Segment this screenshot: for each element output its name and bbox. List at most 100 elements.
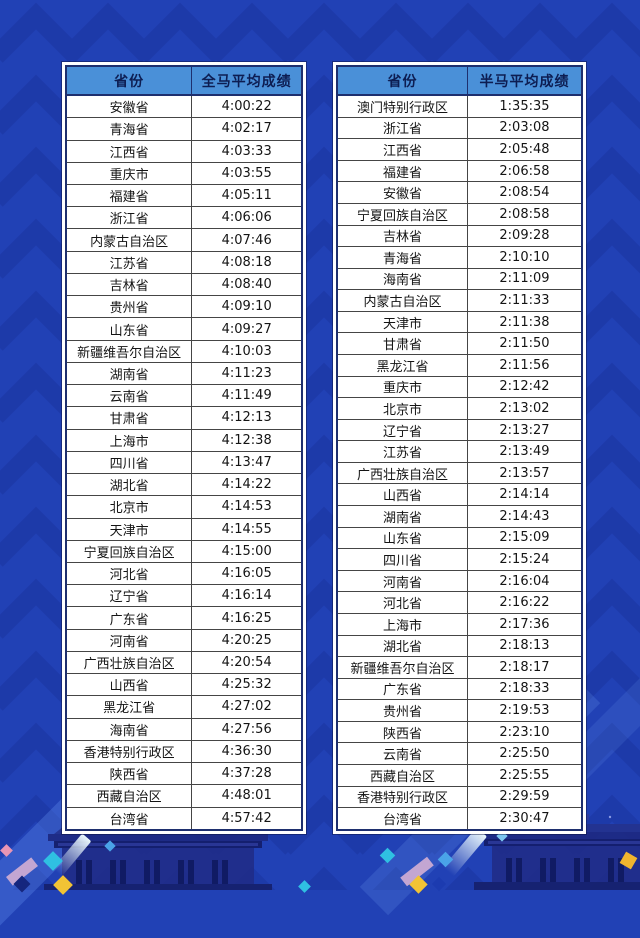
table-cell: 2:13:57 xyxy=(466,461,583,485)
table-cell: 2:14:14 xyxy=(466,483,583,507)
table-cell: 2:13:49 xyxy=(466,440,583,463)
table-row: 新疆维吾尔自治区 2:18:17 xyxy=(336,656,583,679)
table-cell: 2:15:09 xyxy=(466,526,583,550)
table-cell: 天津市 xyxy=(336,310,468,334)
table-cell: 湖南省 xyxy=(336,505,468,528)
table-cell: 江苏省 xyxy=(65,250,193,274)
table-cell: 青海省 xyxy=(65,117,193,141)
table-cell: 2:16:04 xyxy=(466,569,583,593)
table-cell: 福建省 xyxy=(336,159,468,183)
table-row: 海南省 4:27:56 xyxy=(65,717,303,741)
table-cell: 4:08:40 xyxy=(191,272,303,297)
table-cell: 新疆维吾尔自治区 xyxy=(65,339,193,363)
table-row: 辽宁省 4:16:14 xyxy=(65,584,303,608)
table-cell: 宁夏回族自治区 xyxy=(65,539,193,563)
table-cell: 2:18:13 xyxy=(466,634,583,658)
table-cell: 4:00:22 xyxy=(191,94,303,119)
table-row: 吉林省 2:09:28 xyxy=(336,224,583,248)
table-cell: 海南省 xyxy=(65,717,193,741)
table-cell: 4:16:05 xyxy=(191,561,303,586)
table-row: 山东省 2:15:09 xyxy=(336,526,583,550)
table-row: 上海市 4:12:38 xyxy=(65,428,303,452)
table-row: 四川省 4:13:47 xyxy=(65,450,303,475)
table-cell: 4:10:03 xyxy=(191,339,303,363)
table-cell: 广东省 xyxy=(336,677,468,701)
table-cell: 甘肃省 xyxy=(65,406,193,430)
table-cell: 2:12:42 xyxy=(466,375,583,399)
table-header-row: 省份 半马平均成绩 xyxy=(336,65,583,96)
table-cell: 2:16:22 xyxy=(466,591,583,614)
table-row: 湖南省 2:14:43 xyxy=(336,505,583,528)
table-cell: 4:09:27 xyxy=(191,317,303,341)
table-cell: 广西壮族自治区 xyxy=(336,461,468,485)
table-row: 宁夏回族自治区 2:08:58 xyxy=(336,202,583,226)
table-cell: 2:17:36 xyxy=(466,612,583,636)
table-row: 湖北省 2:18:13 xyxy=(336,634,583,658)
table-row: 河北省 4:16:05 xyxy=(65,561,303,586)
table-row: 山西省 4:25:32 xyxy=(65,673,303,697)
table-cell: 吉林省 xyxy=(65,272,193,297)
table-cell: 四川省 xyxy=(336,548,468,571)
table-cell: 2:11:09 xyxy=(466,267,583,291)
table-row: 台湾省 2:30:47 xyxy=(336,807,583,831)
table-cell: 4:06:06 xyxy=(191,206,303,230)
table-cell: 陕西省 xyxy=(65,762,193,786)
table-cell: 4:16:14 xyxy=(191,584,303,608)
table-cell: 2:06:58 xyxy=(466,159,583,183)
table-cell: 甘肃省 xyxy=(336,332,468,355)
table-cell: 2:25:50 xyxy=(466,742,583,765)
table-cell: 4:25:32 xyxy=(191,673,303,697)
table-cell: 北京市 xyxy=(336,397,468,420)
table-cell: 河北省 xyxy=(65,561,193,586)
table-row: 重庆市 4:03:55 xyxy=(65,161,303,185)
table-row: 广东省 4:16:25 xyxy=(65,606,303,630)
table-cell: 台湾省 xyxy=(336,807,468,831)
table-cell: 宁夏回族自治区 xyxy=(336,202,468,226)
table-cell: 4:03:33 xyxy=(191,139,303,163)
table-cell: 4:16:25 xyxy=(191,606,303,630)
table-cell: 2:08:54 xyxy=(466,181,583,204)
table-cell: 河南省 xyxy=(65,628,193,652)
table-header-row: 省份 全马平均成绩 xyxy=(65,65,303,96)
table-cell: 4:12:13 xyxy=(191,406,303,430)
table-row: 安徽省 2:08:54 xyxy=(336,181,583,204)
table-cell: 江苏省 xyxy=(336,440,468,463)
table-cell: 重庆市 xyxy=(65,161,193,185)
table-row: 黑龙江省 2:11:56 xyxy=(336,353,583,377)
table-row: 上海市 2:17:36 xyxy=(336,612,583,636)
table-cell: 新疆维吾尔自治区 xyxy=(336,656,468,679)
table-cell: 2:09:28 xyxy=(466,224,583,248)
table-row: 青海省 2:10:10 xyxy=(336,246,583,269)
table-row: 江西省 4:03:33 xyxy=(65,139,303,163)
table-cell: 4:11:23 xyxy=(191,361,303,386)
table-row: 陕西省 4:37:28 xyxy=(65,762,303,786)
table-row: 广东省 2:18:33 xyxy=(336,677,583,701)
table-cell: 云南省 xyxy=(65,384,193,408)
table-cell: 河南省 xyxy=(336,569,468,593)
table-cell: 内蒙古自治区 xyxy=(336,289,468,312)
table-cell: 澳门特别行政区 xyxy=(336,94,468,118)
table-cell: 山东省 xyxy=(336,526,468,550)
table-cell: 2:03:08 xyxy=(466,116,583,140)
table-row: 青海省 4:02:17 xyxy=(65,117,303,141)
table-cell: 4:20:25 xyxy=(191,628,303,652)
table-cell: 黑龙江省 xyxy=(65,695,193,719)
table-row: 陕西省 2:23:10 xyxy=(336,720,583,744)
table-row: 山东省 4:09:27 xyxy=(65,317,303,341)
table-row: 天津市 2:11:38 xyxy=(336,310,583,334)
table-row: 澳门特别行政区 1:35:35 xyxy=(336,94,583,118)
table-row: 江苏省 4:08:18 xyxy=(65,250,303,274)
column-header-province: 省份 xyxy=(336,65,468,96)
table-cell: 2:11:50 xyxy=(466,332,583,355)
table-cell: 2:14:43 xyxy=(466,505,583,528)
table-row: 浙江省 2:03:08 xyxy=(336,116,583,140)
table-row: 台湾省 4:57:42 xyxy=(65,806,303,831)
table-row: 新疆维吾尔自治区 4:10:03 xyxy=(65,339,303,363)
table-row: 福建省 4:05:11 xyxy=(65,183,303,208)
table-cell: 上海市 xyxy=(336,612,468,636)
table-cell: 4:48:01 xyxy=(191,784,303,808)
table-cell: 安徽省 xyxy=(65,94,193,119)
table-cell: 湖北省 xyxy=(65,473,193,497)
table-row: 香港特别行政区 4:36:30 xyxy=(65,739,303,764)
table-cell: 台湾省 xyxy=(65,806,193,831)
